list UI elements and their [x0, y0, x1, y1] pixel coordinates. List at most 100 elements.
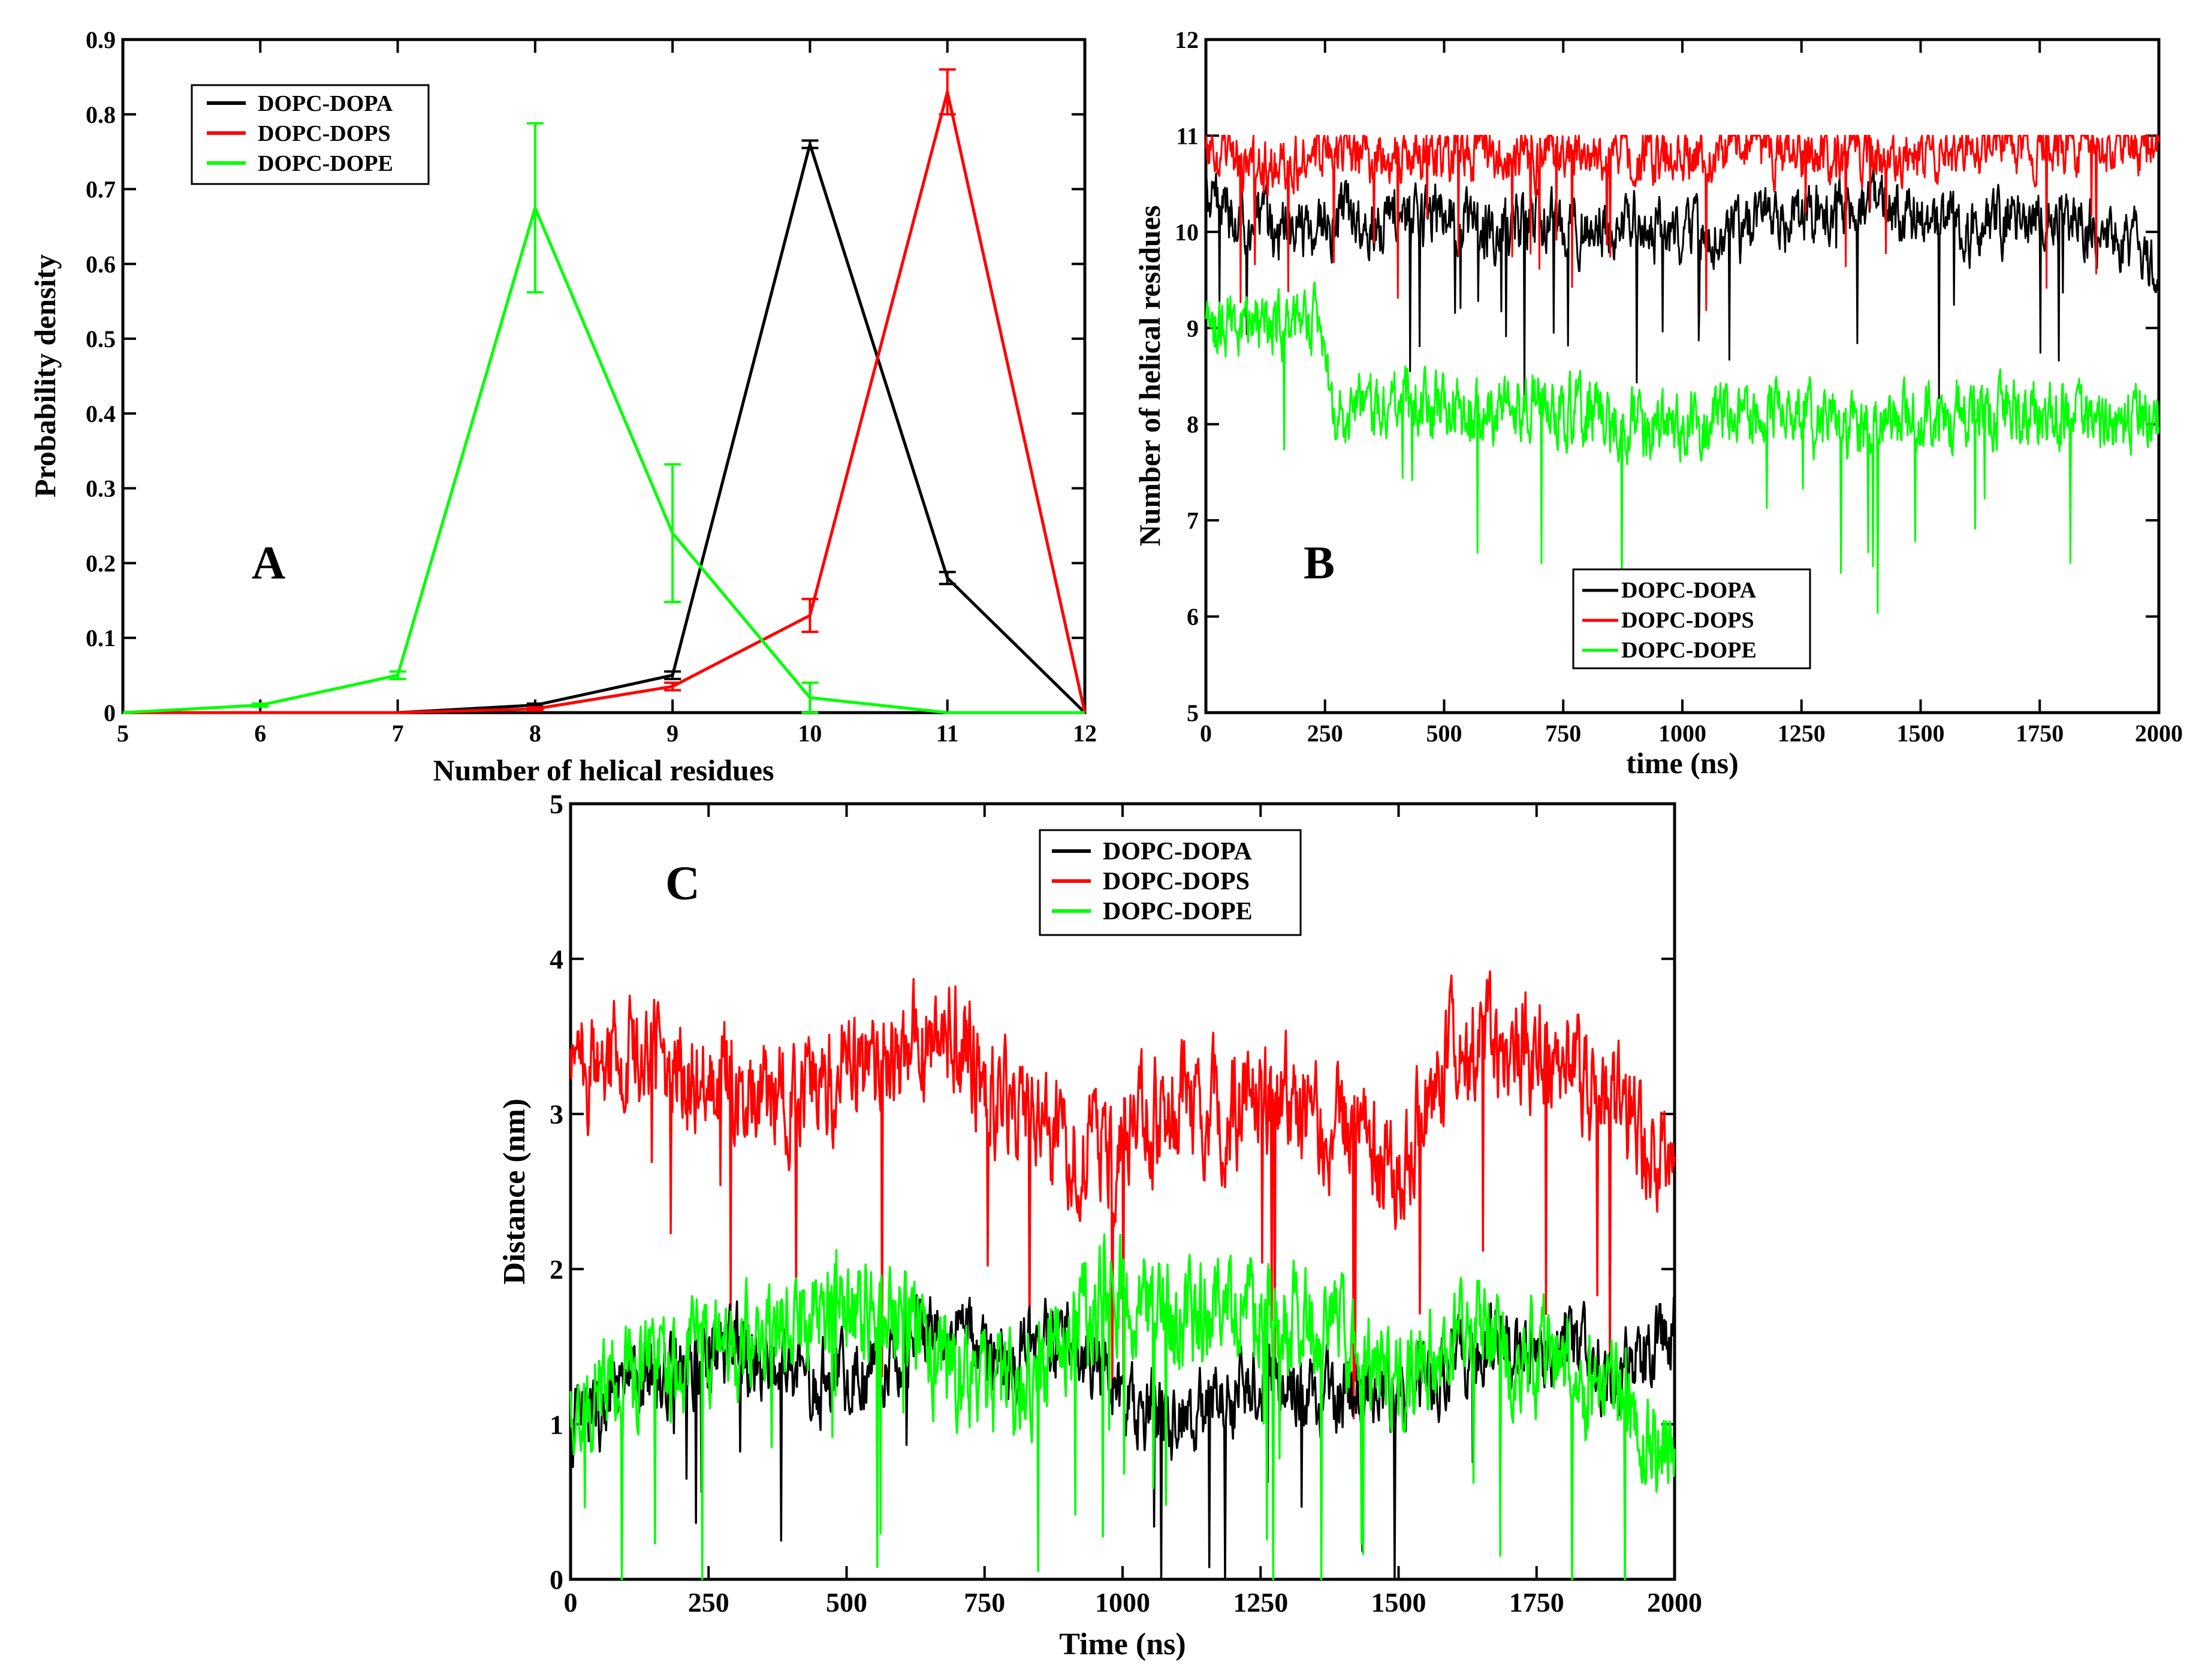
panel-a-xtick-label: 12: [1073, 720, 1097, 747]
panel-c-xtick-label: 1250: [1233, 1587, 1288, 1618]
panel-b-xtick-label: 1750: [2016, 720, 2064, 747]
panel-b-xtick-label: 2000: [2135, 720, 2183, 747]
panel-c-xtick-label: 2000: [1647, 1587, 1702, 1618]
panel-b-series-dopc-dope: [1205, 281, 2160, 614]
panel-a-series-dopc-dope: [122, 206, 1085, 714]
panel-a-series-dopc-dope-errorbar: [664, 463, 681, 604]
panel-c-letter: C: [665, 857, 700, 910]
panel-a-xtick-label: 8: [529, 720, 541, 747]
panel-b-ytick-label: 8: [1187, 411, 1199, 438]
panel-c-axes: 0 250 500 750 1000 1250 1500 1750 2000 0 1 2 3 4 5: [550, 789, 1702, 1618]
panel-a-xtick-label: 10: [798, 720, 822, 747]
panel-a-series-dopc-dops-errorbar: [939, 68, 956, 116]
panel-a-legend: DOPC-DOPA DOPC-DOPS DOPC-DOPE: [191, 84, 430, 185]
panel-a-series-dopc-dopa-errorbar: [939, 571, 956, 586]
panel-a-series-dopc-dops: [123, 90, 1087, 714]
panel-b-ytick-label: 11: [1176, 122, 1199, 149]
panel-c-series-dopc-dopa: [569, 1294, 1676, 1581]
panel-a-xtick-label: 7: [392, 720, 404, 747]
panel-a-series-dopc-dops-errorbar: [801, 598, 819, 634]
panel-c: 0 250 500 750 1000 1250 1500 1750 2000 0 1 2 3 4 5 C T…: [497, 789, 1702, 1661]
panel-a-series-dopc-dope-errorbar: [389, 670, 406, 680]
panel-a-series-dopc-dope-errorbar: [252, 702, 269, 708]
panel-b-xtick-label: 1250: [1778, 720, 1826, 747]
panel-c-ylabel: Distance (nm): [497, 1099, 532, 1285]
panel-a-series-dopc-dops-errorbar: [526, 706, 544, 712]
panel-a-ytick-label: 0.5: [86, 325, 116, 352]
panel-c-xtick-label: 0: [564, 1587, 578, 1618]
panel-a-ytick-label: 0: [104, 699, 116, 726]
panel-a-series-dopc-dope-errorbar: [801, 681, 819, 714]
panel-b-axes: 0 250 500 750 1000 1250 1500 1750 2000 5 6 7 8 9 10 11 1…: [1175, 26, 2183, 747]
panel-c-series-dopc-dope: [569, 1233, 1676, 1581]
panel-b-xtick-label: 1000: [1658, 720, 1706, 747]
panel-b-ytick-label: 10: [1175, 219, 1199, 246]
panel-c-ytick-label: 1: [550, 1409, 563, 1440]
panel-c-ytick-label: 4: [550, 944, 563, 975]
panel-a-ytick-label: 0.6: [86, 251, 116, 278]
panel-a-series-dopc-dopa: [123, 143, 1086, 714]
panel-a-xtick-label: 6: [254, 720, 266, 747]
panel-b-legend-dops: DOPC-DOPS: [1621, 608, 1754, 633]
panel-c-xtick-label: 750: [964, 1587, 1005, 1618]
panel-b-legend-dope: DOPC-DOPE: [1621, 638, 1757, 663]
panel-b-xtick-label: 750: [1545, 720, 1581, 747]
panel-b-xtick-label: 1500: [1897, 720, 1945, 747]
panel-c-legend: DOPC-DOPA DOPC-DOPS DOPC-DOPE: [1039, 829, 1302, 936]
panel-a-ytick-label: 0.1: [86, 625, 116, 652]
panel-b-legend: DOPC-DOPA DOPC-DOPS DOPC-DOPE: [1572, 568, 1811, 669]
panel-a-legend-dops: DOPC-DOPS: [258, 121, 391, 146]
panel-a-ytick-label: 0.8: [86, 101, 116, 128]
panel-b-xtick-label: 250: [1307, 720, 1343, 747]
panel-a-ytick-label: 0.2: [86, 550, 116, 577]
panel-b: 0 250 500 750 1000 1250 1500 1750 2000 5 6 7 8 9 10 11 1…: [1133, 26, 2183, 780]
panel-a-ylabel: Probability density: [28, 254, 62, 497]
panel-c-legend-dope: DOPC-DOPE: [1103, 898, 1253, 925]
panel-c-ytick-label: 5: [550, 789, 563, 819]
panel-a-series-dopc-dops-errorbar: [664, 681, 681, 692]
panel-a: 5 6 7 8 9 10 11 1200.10.20.30.40.50.60.70.80.9 …: [28, 26, 1097, 787]
panel-a-series: [122, 68, 1087, 714]
panel-b-xtick-label: 500: [1426, 720, 1462, 747]
panel-b-letter: B: [1304, 536, 1335, 589]
panel-b-ytick-label: 7: [1187, 507, 1199, 534]
panel-c-xtick-label: 1500: [1371, 1587, 1426, 1618]
panel-b-ytick-label: 6: [1187, 604, 1199, 631]
panel-a-ytick-label: 0.9: [86, 26, 116, 53]
panel-b-ytick-label: 5: [1187, 699, 1199, 726]
panel-a-xtick-label: 5: [117, 720, 129, 747]
panel-c-series: [569, 970, 1676, 1581]
panel-b-series-dopc-dops: [1205, 134, 2160, 311]
panel-c-ytick-label: 0: [550, 1564, 563, 1595]
panel-b-xtick-label: 0: [1200, 720, 1212, 747]
panel-c-xtick-label: 1750: [1509, 1587, 1564, 1618]
panel-b-legend-dopa: DOPC-DOPA: [1621, 578, 1757, 603]
panel-a-ytick-label: 0.7: [86, 176, 116, 203]
panel-c-ytick-label: 2: [550, 1254, 563, 1285]
panel-a-legend-dopa: DOPC-DOPA: [258, 91, 393, 116]
panel-c-xtick-label: 1000: [1095, 1587, 1150, 1618]
panel-c-xtick-label: 500: [826, 1587, 867, 1618]
panel-a-letter: A: [252, 536, 285, 589]
panel-a-xtick-label: 11: [936, 720, 959, 747]
panel-a-series-dopc-dope-errorbar: [526, 122, 544, 294]
panel-b-ytick-label: 12: [1175, 26, 1199, 53]
panel-b-series-dopc-dopa: [1205, 164, 2160, 400]
panel-b-ytick-label: 9: [1187, 315, 1199, 342]
panel-c-legend-dops: DOPC-DOPS: [1103, 868, 1250, 895]
panel-a-legend-dope: DOPC-DOPE: [258, 151, 393, 176]
panel-a-series-dopc-dopa-errorbar: [664, 670, 681, 680]
panel-a-xlabel: Number of helical residues: [433, 753, 774, 787]
panel-c-xlabel: Time (ns): [1059, 1627, 1186, 1661]
panel-b-xlabel: time (ns): [1626, 746, 1738, 780]
panel-a-ytick-label: 0.3: [86, 475, 116, 502]
panel-a-series-dopc-dopa-errorbar: [801, 139, 819, 149]
panel-c-series-dopc-dops: [569, 970, 1676, 1420]
panel-b-ylabel: Number of helical residues: [1133, 206, 1166, 547]
panel-a-xtick-label: 9: [666, 720, 678, 747]
panel-b-series: [1205, 134, 2160, 614]
panel-a-frame: [121, 38, 1087, 714]
panel-c-legend-dopa: DOPC-DOPA: [1103, 838, 1253, 865]
panel-a-ytick-label: 0.4: [86, 400, 116, 427]
